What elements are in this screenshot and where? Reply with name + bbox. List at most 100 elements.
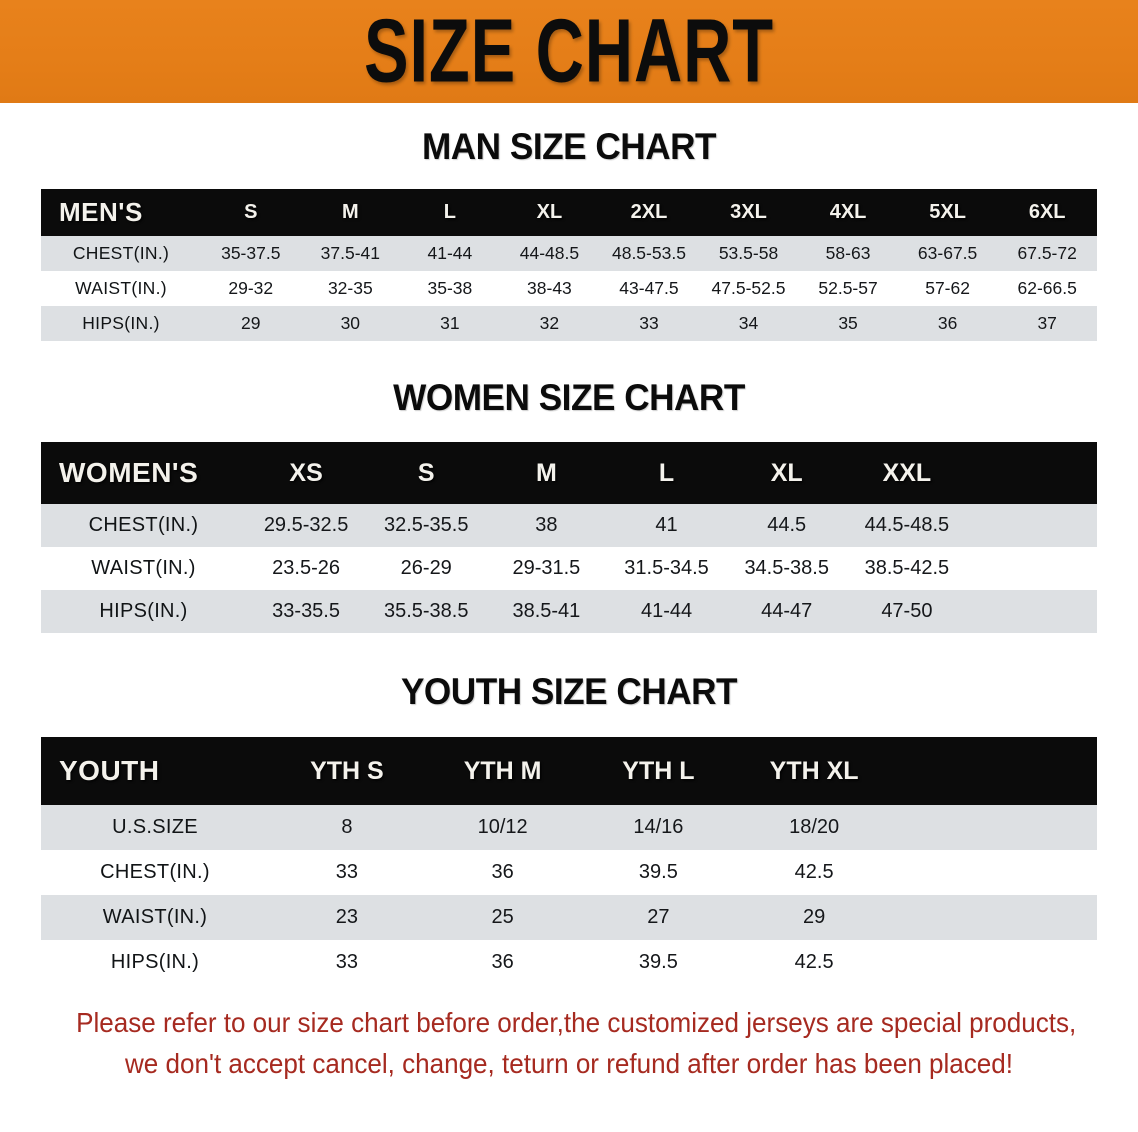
women-waist-m: 29-31.5	[512, 557, 581, 579]
man-size-table: MEN'S S M L XL 2XL 3XL 4XL 5XL 6XL CHEST…	[41, 189, 1097, 341]
youth-table-head: YOUTH YTH S YTH M YTH L YTH XL	[41, 737, 1097, 805]
table-row: HIPS(IN.) 33-35.5 35.5-38.5 38.5-41 41-4…	[41, 590, 1097, 633]
man-col-m: M	[341, 201, 359, 223]
youth-size-table: YOUTH YTH S YTH M YTH L YTH XL U.S.SIZE …	[41, 737, 1097, 985]
man-chest-3xl: 53.5-58	[718, 243, 779, 263]
table-row: CHEST(IN.) 35-37.5 37.5-41 41-44 44-48.5…	[41, 236, 1097, 271]
women-hips-s: 35.5-38.5	[383, 600, 469, 622]
youth-row-label-chest: CHEST(IN.)	[100, 861, 210, 883]
women-table-head: WOMEN'S XS S M L XL XXL	[41, 442, 1097, 504]
man-col-2xl: 2XL	[630, 201, 668, 223]
table-row: HIPS(IN.) 29 30 31 32 33 34 35 36 37	[41, 306, 1097, 341]
women-hips-xs: 33-35.5	[272, 600, 340, 622]
disclaimer-line-2: we don't accept cancel, change, teturn o…	[124, 1047, 1014, 1079]
women-size-table: WOMEN'S XS S M L XL XXL CHEST(IN.) 29.5-…	[41, 442, 1097, 633]
man-waist-6xl: 62-66.5	[1017, 278, 1077, 298]
man-row-label-waist: WAIST(IN.)	[75, 278, 167, 298]
youth-hips-xl: 42.5	[794, 951, 834, 973]
youth-row-label-hips: HIPS(IN.)	[110, 951, 200, 973]
man-chest-2xl: 48.5-53.5	[611, 243, 686, 263]
women-waist-xl: 34.5-38.5	[744, 557, 829, 579]
man-waist-xl: 38-43	[527, 278, 572, 298]
youth-ussize-l: 14/16	[633, 816, 684, 838]
youth-chest-s: 33	[335, 861, 358, 883]
women-chest-spacer	[967, 504, 1097, 547]
women-col-xs: XS	[289, 458, 323, 487]
women-section-title: WOMEN SIZE CHART	[393, 377, 745, 418]
youth-hips-m: 36	[491, 951, 514, 973]
man-hips-5xl: 36	[937, 313, 958, 333]
women-waist-l: 31.5-34.5	[624, 557, 709, 579]
women-size-table-wrap: WOMEN'S XS S M L XL XXL CHEST(IN.) 29.5-…	[41, 442, 1097, 633]
page-banner: SIZE CHART	[0, 0, 1138, 103]
women-chest-xl: 44.5	[767, 514, 807, 536]
women-col-xxl: XXL	[882, 458, 932, 487]
youth-chest-l: 39.5	[638, 861, 678, 883]
youth-chest-spacer	[892, 850, 1097, 895]
man-col-l: L	[443, 201, 456, 223]
youth-col-yth-l: YTH L	[622, 756, 695, 785]
man-chest-5xl: 63-67.5	[917, 243, 978, 263]
man-section-title: MAN SIZE CHART	[421, 126, 717, 167]
man-corner-label: MEN'S	[59, 197, 143, 227]
table-row: HIPS(IN.) 33 36 39.5 42.5	[41, 940, 1097, 985]
youth-ussize-s: 8	[341, 816, 353, 838]
women-corner-label: WOMEN'S	[59, 457, 199, 488]
women-col-m: M	[535, 458, 557, 487]
youth-waist-s: 23	[335, 906, 358, 928]
women-col-spacer	[967, 442, 1097, 504]
youth-hips-s: 33	[335, 951, 358, 973]
man-waist-l: 35-38	[427, 278, 473, 298]
youth-hips-l: 39.5	[638, 951, 678, 973]
women-waist-spacer	[967, 547, 1097, 590]
women-col-xl: XL	[770, 458, 803, 487]
disclaimer-note: Please refer to our size chart before or…	[76, 1003, 1076, 1084]
women-col-s: S	[417, 458, 435, 487]
table-row: U.S.SIZE 8 10/12 14/16 18/20	[41, 805, 1097, 850]
youth-row-label-waist: WAIST(IN.)	[102, 906, 208, 928]
man-chest-6xl: 67.5-72	[1017, 243, 1077, 263]
man-hips-xl: 32	[539, 313, 560, 333]
man-chest-s: 35-37.5	[221, 243, 281, 263]
man-col-6xl: 6XL	[1028, 201, 1066, 223]
youth-chest-xl: 42.5	[794, 861, 834, 883]
table-row: WAIST(IN.) 23.5-26 26-29 29-31.5 31.5-34…	[41, 547, 1097, 590]
youth-hips-spacer	[892, 940, 1097, 985]
youth-waist-l: 27	[647, 906, 670, 928]
women-hips-xxl: 47-50	[881, 600, 933, 622]
women-hips-l: 41-44	[640, 600, 693, 622]
man-table-head: MEN'S S M L XL 2XL 3XL 4XL 5XL 6XL	[41, 189, 1097, 236]
women-chest-m: 38	[535, 514, 558, 536]
man-chest-xl: 44-48.5	[519, 243, 580, 263]
women-header-row: WOMEN'S XS S M L XL XXL	[41, 442, 1097, 504]
man-table-body: CHEST(IN.) 35-37.5 37.5-41 41-44 44-48.5…	[41, 236, 1097, 341]
man-waist-5xl: 57-62	[925, 278, 970, 298]
youth-chest-m: 36	[491, 861, 514, 883]
man-waist-2xl: 43-47.5	[619, 278, 679, 298]
youth-waist-spacer	[892, 895, 1097, 940]
youth-col-yth-m: YTH M	[463, 756, 542, 785]
man-waist-4xl: 52.5-57	[818, 278, 878, 298]
women-chest-xxl: 44.5-48.5	[864, 514, 950, 536]
man-hips-4xl: 35	[838, 313, 858, 333]
man-col-s: S	[244, 201, 258, 223]
man-hips-s: 29	[241, 313, 261, 333]
table-row: CHEST(IN.) 29.5-32.5 32.5-35.5 38 41 44.…	[41, 504, 1097, 547]
man-header-row: MEN'S S M L XL 2XL 3XL 4XL 5XL 6XL	[41, 189, 1097, 236]
man-hips-m: 30	[340, 313, 361, 333]
women-row-label-waist: WAIST(IN.)	[91, 557, 196, 579]
women-chest-l: 41	[655, 514, 678, 536]
women-table-body: CHEST(IN.) 29.5-32.5 32.5-35.5 38 41 44.…	[41, 504, 1097, 633]
women-row-label-chest: CHEST(IN.)	[88, 514, 199, 536]
man-chest-4xl: 58-63	[825, 243, 871, 263]
youth-col-yth-s: YTH S	[310, 756, 384, 785]
women-hips-m: 38.5-41	[512, 600, 581, 622]
man-waist-s: 29-32	[228, 278, 274, 298]
youth-ussize-xl: 18/20	[789, 816, 840, 838]
man-size-table-wrap: MEN'S S M L XL 2XL 3XL 4XL 5XL 6XL CHEST…	[41, 189, 1097, 341]
table-row: WAIST(IN.) 29-32 32-35 35-38 38-43 43-47…	[41, 271, 1097, 306]
youth-row-label-ussize: U.S.SIZE	[112, 816, 198, 838]
man-col-4xl: 4XL	[829, 201, 867, 223]
man-waist-3xl: 47.5-52.5	[711, 278, 786, 298]
youth-ussize-spacer	[892, 805, 1097, 850]
